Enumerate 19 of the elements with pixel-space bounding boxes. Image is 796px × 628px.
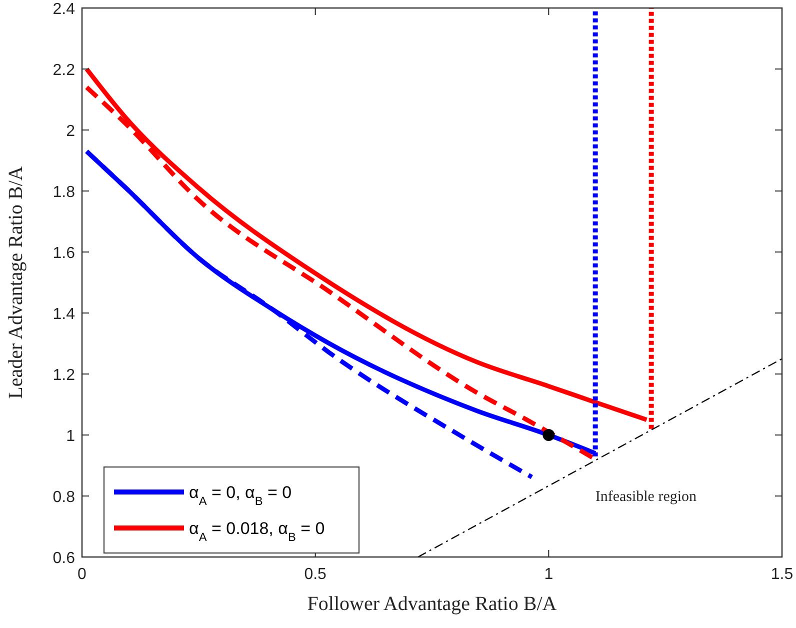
x-tick-label: 1.5 <box>770 566 794 583</box>
y-tick-label: 0.8 <box>52 489 76 506</box>
y-tick-label: 2.4 <box>52 1 76 18</box>
y-tick-label: 1.2 <box>52 367 76 384</box>
y-tick-label: 1.8 <box>52 184 76 201</box>
x-tick-label: 1 <box>544 566 554 583</box>
y-tick-label: 0.6 <box>52 550 76 567</box>
annotation: Infeasible region <box>595 489 698 505</box>
y-tick-label: 2.2 <box>52 62 76 79</box>
x-tick-label: 0.5 <box>304 566 327 583</box>
legend-label: α$_{A}$ = 0.018, α$_{B}$ = 0 <box>189 519 325 544</box>
y-tick-label: 1 <box>66 428 76 445</box>
x-tick-label: 0 <box>78 566 87 583</box>
y-axis-title: Leader Advantage Ratio B/A <box>5 166 27 399</box>
legend-label: α$_{A}$ = 0, α$_{B}$ = 0 <box>189 483 292 508</box>
y-tick-label: 1.4 <box>52 306 76 323</box>
x-axis-title: Follower Advantage Ratio B/A <box>307 593 558 615</box>
y-tick-label: 1.6 <box>52 245 76 262</box>
y-tick-label: 2 <box>66 123 76 140</box>
